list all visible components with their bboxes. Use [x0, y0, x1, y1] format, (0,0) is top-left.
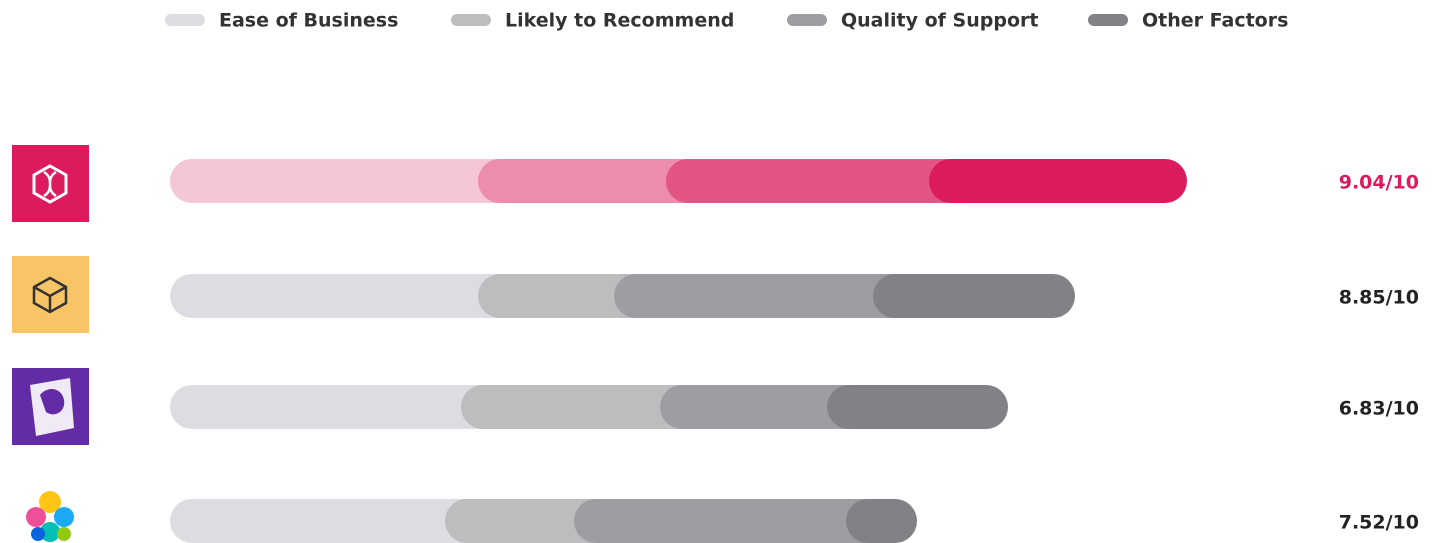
bar-segment: [846, 499, 917, 543]
logo-2: [12, 256, 89, 333]
bar-segment: [461, 385, 720, 429]
bar-segment: [929, 159, 1187, 203]
bar-segment: [170, 385, 521, 429]
legend-label: Other Factors: [1142, 10, 1288, 32]
score-label: 9.04/10: [1339, 172, 1419, 194]
logo-4: [26, 491, 74, 542]
score-label: 8.85/10: [1339, 287, 1419, 309]
legend-swatch: [451, 14, 491, 26]
legend-label: Quality of Support: [841, 10, 1038, 32]
bar-segment: [170, 274, 538, 318]
bar-segment: [170, 499, 505, 543]
logo-3: [12, 368, 89, 445]
bar-segment: [873, 274, 1075, 318]
legend-swatch: [165, 14, 205, 26]
score-label: 6.83/10: [1339, 398, 1419, 420]
bar-segment: [478, 159, 726, 203]
bar-segment: [574, 499, 906, 543]
score-label: 7.52/10: [1339, 512, 1419, 534]
legend-swatch: [1088, 14, 1128, 26]
bar-segment: [170, 159, 538, 203]
bar-segment: [614, 274, 933, 318]
legend-label: Likely to Recommend: [505, 10, 734, 32]
bar-segment: [666, 159, 989, 203]
legend-swatch: [787, 14, 827, 26]
legend-label: Ease of Business: [219, 10, 398, 32]
logo-1: [12, 145, 89, 222]
bar-segment: [827, 385, 1008, 429]
